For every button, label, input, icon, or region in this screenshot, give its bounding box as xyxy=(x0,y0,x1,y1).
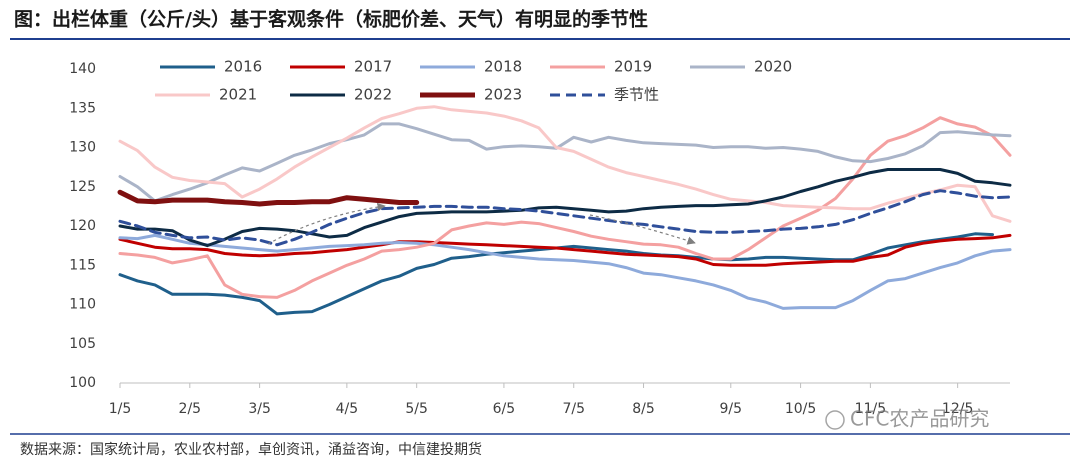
series-line xyxy=(118,233,1012,267)
y-tick-label: 140 xyxy=(69,61,96,77)
legend-label: 2017 xyxy=(354,58,392,76)
x-tick-label: 10/5 xyxy=(785,401,816,417)
y-tick-label: 125 xyxy=(69,179,96,195)
x-tick-label: 6/5 xyxy=(493,401,516,417)
legend-label: 2019 xyxy=(614,58,652,76)
watermark-icon xyxy=(825,410,845,430)
y-tick-label: 105 xyxy=(69,336,96,352)
x-tick-label: 4/5 xyxy=(336,401,359,417)
series-line xyxy=(118,189,1012,247)
y-tick-label: 120 xyxy=(69,218,96,234)
legend-label: 2016 xyxy=(224,58,262,76)
source-note: 数据来源：国家统计局，农业农村部，卓创资讯，涌益咨询，中信建投期货 xyxy=(20,441,482,458)
x-tick-label: 8/5 xyxy=(632,401,655,417)
chart-title: 图：出栏体重（公斤/头）基于客观条件（标肥价差、天气）有明显的季节性 xyxy=(14,8,648,31)
trend-arrow xyxy=(267,202,386,245)
series-line xyxy=(118,122,1012,203)
legend-label: 季节性 xyxy=(614,86,659,104)
y-tick-label: 130 xyxy=(69,140,96,156)
watermark-text: CFC农产品研究 xyxy=(850,407,989,431)
x-tick-label: 11/5 xyxy=(855,401,886,417)
x-tick-label: 9/5 xyxy=(720,401,743,417)
series-line xyxy=(118,233,1012,310)
y-tick-label: 135 xyxy=(69,100,96,116)
y-tick-label: 110 xyxy=(69,297,96,313)
x-tick-label: 1/5 xyxy=(109,401,132,417)
x-tick-label: 2/5 xyxy=(179,401,202,417)
legend-label: 2022 xyxy=(354,86,392,104)
legend-label: 2018 xyxy=(484,58,522,76)
x-tick-label: 7/5 xyxy=(562,401,585,417)
series-line xyxy=(118,232,994,316)
legend-label: 2023 xyxy=(484,86,522,104)
series-line xyxy=(118,105,1012,223)
x-tick-label: 12/5 xyxy=(942,401,973,417)
trend-arrow xyxy=(589,214,696,245)
y-tick-label: 100 xyxy=(69,375,96,391)
series-line xyxy=(118,116,1012,299)
plot-area: 100 105 110 115 120 125 130 135 140 1/5 2/5 3/5 4/5 5… xyxy=(69,61,1012,417)
legend-label: 2021 xyxy=(219,86,257,104)
series-line xyxy=(117,189,420,207)
y-tick-label: 115 xyxy=(69,257,96,273)
legend-label: 2020 xyxy=(754,58,792,76)
watermark: CFC农产品研究 xyxy=(825,407,989,431)
x-tick-label: 3/5 xyxy=(248,401,271,417)
series-line xyxy=(118,168,1012,248)
x-tick-label: 5/5 xyxy=(405,401,428,417)
